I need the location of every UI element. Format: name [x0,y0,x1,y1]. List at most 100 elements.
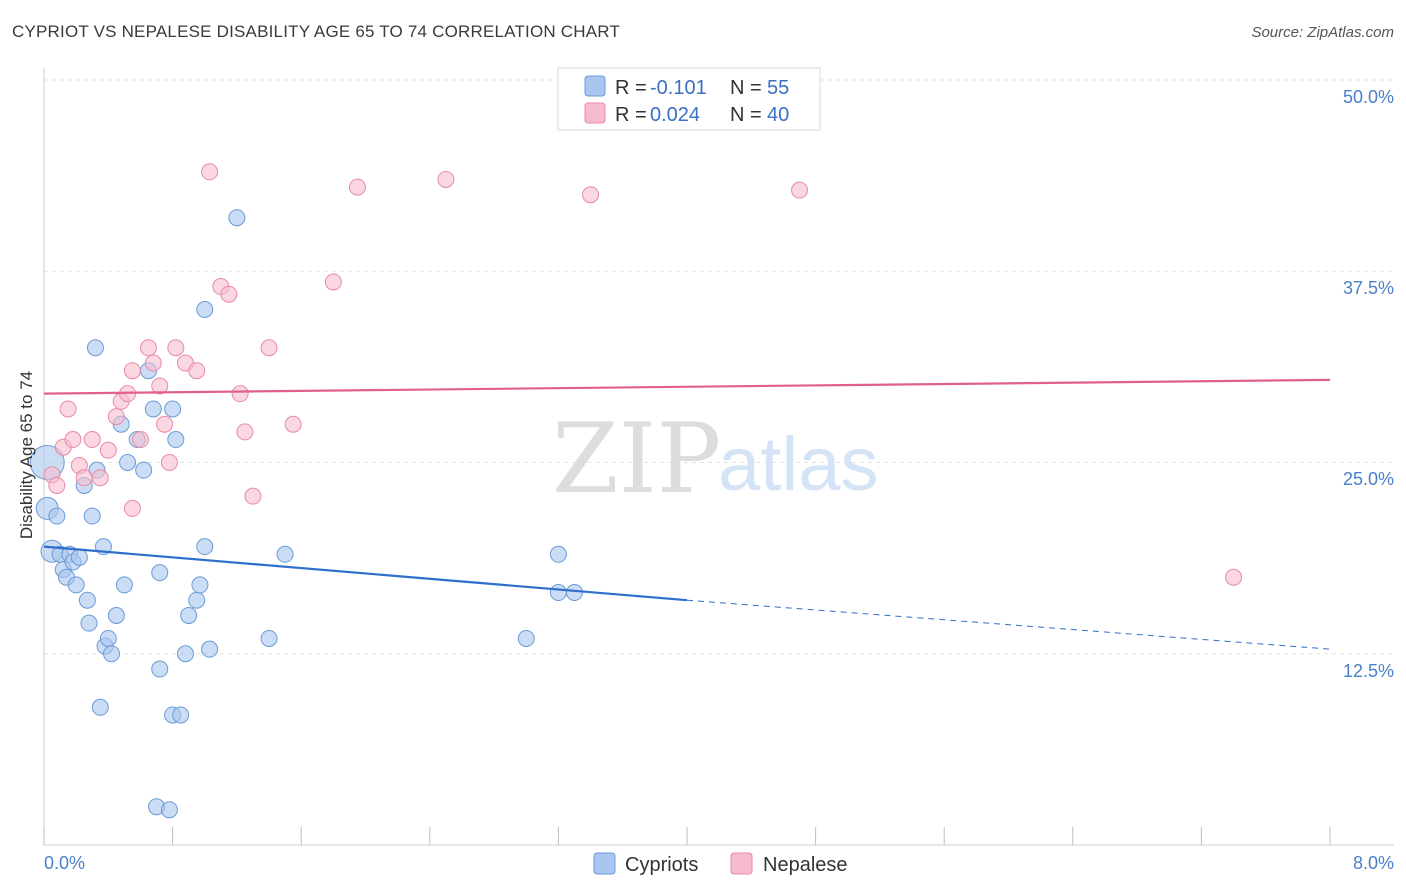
y-tick-label-12-5: 12.5% [1343,661,1394,681]
cypriot-point [151,660,169,678]
nepalese-point [160,454,178,471]
cypriot-trend-line [43,545,688,602]
nepalese-point [167,339,185,357]
nepalese-point [151,377,169,395]
points-layer [29,163,1243,819]
axis-layer [43,68,1394,846]
legend-n-label-cypriots: N = [730,77,762,99]
cypriot-point [48,507,66,525]
y-tick-label-37-5: 37.5% [1343,278,1394,298]
nepalese-point [107,408,125,426]
nepalese-point [231,385,249,403]
nepalese-point [284,415,302,433]
nepalese-point [582,186,600,204]
cypriot-trend-extension [686,599,1331,650]
nepalese-point [348,178,366,196]
nepalese-point [123,499,141,517]
source-label: Source: ZipAtlas.com [1251,24,1394,41]
nepalese-point [64,431,82,449]
legend-swatch-cypriots [584,75,606,97]
watermark-zip: ZIP [552,403,721,515]
cypriot-point [565,584,583,602]
cypriot-point [196,538,214,556]
nepalese-point [75,469,93,487]
legend-r-value-cypriots: -0.101 [650,77,707,99]
cypriot-point [83,507,101,525]
cypriot-point [191,576,209,594]
cypriot-point [99,629,117,647]
cypriot-point [67,576,85,594]
bottom-legend-label-cypriots: Cypriots [625,854,698,876]
legend-n-label-nepalese: N = [730,104,762,126]
cypriot-point [103,645,121,663]
bottom-legend: Cypriots Nepalese [593,852,848,876]
legend-r-value-nepalese: 0.024 [650,104,700,126]
bottom-legend-swatch-cypriots [593,852,616,875]
cypriot-point [180,607,198,624]
nepalese-point [791,181,809,199]
cypriot-point [517,629,535,647]
grid-layer [44,79,1394,655]
nepalese-point [59,400,77,418]
nepalese-point [99,441,117,459]
cypriot-point [80,614,98,632]
cypriot-point [260,629,278,647]
cypriot-point [144,400,162,418]
cypriot-point [176,645,194,663]
legend-r-label-cypriots: R = [615,77,647,99]
cypriot-point [86,339,104,357]
cypriot-point [201,640,219,658]
nepalese-trend-line [43,378,1331,395]
nepalese-point [1225,568,1243,586]
nepalese-point [220,285,238,303]
nepalese-point [324,273,342,291]
nepalese-point [156,415,174,433]
nepalese-point [437,170,455,188]
x-tick-label-min: 0.0% [44,853,85,873]
cypriot-point [78,591,96,609]
nepalese-point [48,476,66,494]
y-tick-label-50: 50.0% [1343,87,1394,107]
cypriot-point [167,431,185,449]
legend-r-label-nepalese: R = [615,104,647,126]
nepalese-point [188,362,206,380]
x-tick-label-max: 8.0% [1353,853,1394,873]
bottom-legend-swatch-nepalese [730,852,753,875]
nepalese-point [83,431,101,449]
watermark-atlas: atlas [718,422,879,507]
cypriot-point [188,591,206,609]
cypriot-point [549,584,567,602]
bottom-legend-label-nepalese: Nepalese [763,854,848,876]
nepalese-point [244,487,262,505]
cypriot-point [151,564,169,582]
y-axis-label: Disability Age 65 to 74 [17,371,36,539]
nepalese-point [139,339,157,357]
chart-title: CYPRIOT VS NEPALESE DISABILITY AGE 65 TO… [12,22,621,41]
cypriot-point [70,548,88,566]
cypriot-point [228,209,246,227]
cypriot-point [119,454,137,471]
cypriot-point [107,607,125,624]
trend-layer [43,378,1331,650]
cypriot-point [196,301,214,318]
nepalese-point [201,163,219,181]
cypriot-point [549,545,567,563]
nepalese-point [123,362,141,380]
y-tick-label-25: 25.0% [1343,469,1394,489]
nepalese-point [131,431,149,449]
cypriot-point [115,576,133,594]
legend-n-value-cypriots: 55 [767,77,789,99]
legend-box: R = -0.101 N = 55 R = 0.024 N = 40 [557,67,821,131]
cypriot-point [135,461,153,479]
cypriot-point [160,801,178,819]
nepalese-point [236,423,254,441]
nepalese-point [260,339,278,357]
cypriot-point [91,698,109,716]
cypriot-point [172,706,190,724]
cypriot-point [164,400,182,418]
legend-n-value-nepalese: 40 [767,104,789,126]
cypriot-point [276,545,294,563]
nepalese-point [91,469,109,487]
nepalese-point [144,354,162,372]
